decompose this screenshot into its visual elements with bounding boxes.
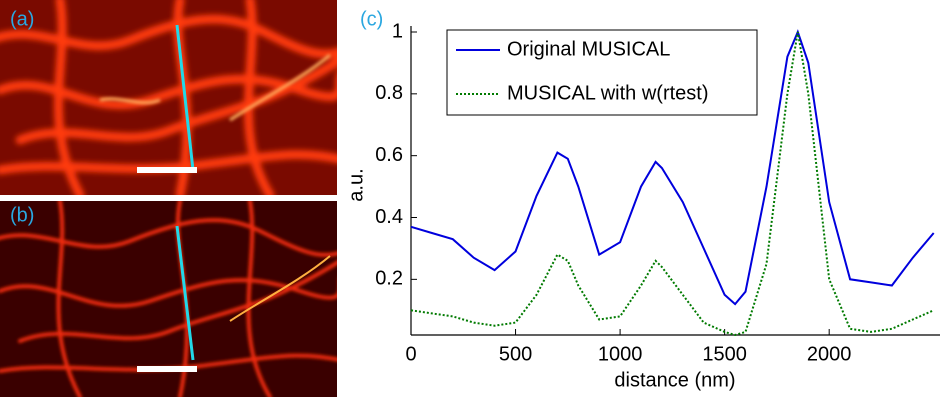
- x-tick-label: 500: [499, 343, 532, 365]
- y-tick-label: 0.4: [375, 206, 403, 228]
- x-tick-label: 1000: [598, 343, 643, 365]
- legend-box: [446, 29, 758, 116]
- panel-label: (a): [10, 8, 34, 30]
- image-b: [0, 201, 337, 397]
- series-line: [410, 29, 935, 306]
- y-tick-label: 1: [392, 20, 403, 42]
- x-tick-label: 1500: [702, 343, 747, 365]
- x-tick-label: 0: [405, 343, 416, 365]
- y-tick-label: 0.8: [375, 82, 403, 104]
- y-axis-label: a.u.: [345, 168, 367, 201]
- image-a: [0, 0, 337, 195]
- x-tick-label: 2000: [807, 343, 852, 365]
- x-axis-label: distance (nm): [614, 369, 735, 391]
- panel-label: (b): [10, 204, 34, 226]
- legend-label: MUSICAL with w(rtest): [507, 82, 709, 104]
- panel-label: (c): [360, 8, 383, 30]
- y-tick-label: 0.2: [375, 268, 403, 290]
- legend-label: Original MUSICAL: [507, 38, 670, 60]
- y-tick-label: 0.6: [375, 144, 403, 166]
